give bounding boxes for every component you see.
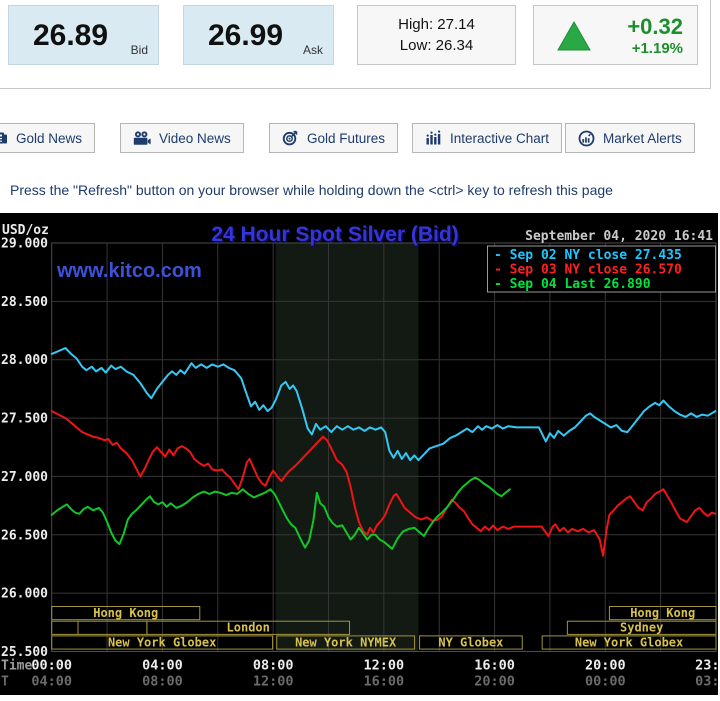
- chart-title-shadow: 24 Hour Spot Silver (Bid): [213, 225, 460, 248]
- x-tick-label-gmt: 16:00: [364, 674, 405, 690]
- session-label: Hong Kong: [630, 606, 695, 620]
- change-percent: +1.19%: [631, 40, 683, 57]
- nav-button-label: Gold Futures: [307, 130, 386, 146]
- session-box: [51, 606, 201, 621]
- x-tick-label: 16:00: [474, 658, 515, 674]
- change-value: +0.32: [627, 14, 683, 39]
- legend-entry: - Sep 04 Last 26.890: [494, 277, 651, 292]
- series-line-sep-04: [50, 476, 511, 550]
- spot-silver-chart: Hong Kong Hong Kong London Sydney New York G…: [0, 213, 718, 695]
- ask-value: 26.99: [207, 19, 284, 52]
- chart-title: 24 Hour Spot Silver (Bid): [211, 223, 458, 246]
- ask-label: Ask: [302, 43, 323, 57]
- plot-border: [51, 242, 717, 652]
- nav-button-market-alerts[interactable]: Market Alerts: [565, 123, 695, 153]
- session-box: [541, 635, 717, 650]
- low-value: Low: 26.34: [399, 37, 474, 54]
- y-tick-label: 28.000: [1, 353, 48, 368]
- nav-button-label: Interactive Chart: [450, 130, 550, 146]
- change-text: +0.32 +1.19%: [627, 15, 683, 58]
- session-box: [566, 620, 717, 635]
- y-tick-label: 26.500: [1, 528, 48, 543]
- chart-timestamp: September 04, 2020 16:41: [525, 229, 713, 244]
- nymex-session-shading: [275, 243, 419, 652]
- x-axis-row2-label: T: [1, 675, 9, 690]
- up-triangle-icon: [557, 20, 591, 51]
- ask-box: 26.99 Ask: [183, 5, 334, 65]
- session-label: New York Globex: [108, 635, 216, 649]
- nav-button-label: Market Alerts: [603, 130, 682, 146]
- x-tick-label: 23:59: [695, 658, 718, 674]
- y-tick-label: 27.000: [1, 470, 48, 485]
- x-tick-label: 00:00: [31, 658, 72, 674]
- nav-button-label: Video News: [159, 130, 231, 146]
- session-box: [608, 606, 717, 621]
- session-label: Hong Kong: [93, 606, 158, 620]
- x-tick-label: 08:00: [253, 658, 294, 674]
- session-box: [276, 635, 416, 650]
- session-label: NY Globex: [438, 635, 503, 649]
- session-box: [77, 620, 148, 635]
- newspaper-icon: [0, 132, 7, 144]
- session-label: London: [227, 621, 270, 635]
- nav-button-gold-futures[interactable]: Gold Futures: [269, 123, 399, 153]
- nav-button-label: Gold News: [16, 130, 83, 146]
- session-label: New York NYMEX: [295, 635, 397, 649]
- x-tick-label: 20:00: [585, 658, 626, 674]
- x-tick-label-gmt: 03:59: [695, 674, 718, 690]
- x-tick-label-gmt: 04:00: [31, 674, 72, 690]
- x-tick-label-gmt: 20:00: [474, 674, 515, 690]
- video-camera-icon: [133, 131, 151, 145]
- high-value: High: 27.14: [398, 16, 475, 33]
- legend-box: [487, 245, 716, 293]
- x-tick-label-gmt: 08:00: [142, 674, 183, 690]
- gridlines: [51, 243, 716, 652]
- x-tick-label: 12:00: [364, 658, 405, 674]
- bid-value: 26.89: [32, 19, 109, 52]
- refresh-notice: Press the "Refresh" button on your brows…: [10, 182, 613, 198]
- x-axis-row1-label: Time: [1, 659, 32, 674]
- quote-panel: 26.89 Bid 26.99 Ask High: 27.14 Low: 26.…: [0, 0, 711, 89]
- session-label: New York Globex: [575, 635, 683, 649]
- session-label: Sydney: [620, 621, 663, 635]
- y-tick-label: 26.000: [1, 587, 48, 602]
- bid-label: Bid: [130, 43, 148, 57]
- series-line-sep-02: [50, 347, 717, 462]
- legend-entry: - Sep 02 NY close 27.435: [494, 248, 682, 263]
- target-icon: [282, 130, 298, 146]
- bar-chart-icon: [426, 130, 441, 145]
- nav-button-gold-news[interactable]: Gold News: [0, 123, 96, 153]
- x-tick-label-gmt: 00:00: [585, 674, 626, 690]
- y-axis-unit-label: USD/oz: [2, 223, 49, 238]
- y-tick-label: 27.500: [1, 412, 48, 427]
- kitco-watermark: www.kitco.com: [56, 260, 202, 282]
- session-box: [51, 635, 274, 650]
- y-tick-label: 25.500: [1, 645, 48, 660]
- nav-button-video-news[interactable]: Video News: [120, 123, 244, 153]
- y-tick-label: 28.500: [1, 295, 48, 310]
- gauge-icon: [578, 130, 595, 146]
- x-tick-label: 04:00: [142, 658, 183, 674]
- session-box: [419, 635, 523, 650]
- bid-box: 26.89 Bid: [8, 5, 159, 65]
- high-low-box: High: 27.14 Low: 26.34: [357, 5, 516, 65]
- session-box: [51, 620, 79, 635]
- nav-button-interactive-chart[interactable]: Interactive Chart: [412, 123, 563, 153]
- legend-entry: - Sep 03 NY close 26.570: [494, 263, 682, 278]
- change-box: +0.32 +1.19%: [533, 5, 698, 65]
- session-box: [146, 620, 351, 635]
- series-line-sep-03: [50, 410, 717, 557]
- x-tick-label-gmt: 12:00: [253, 674, 294, 690]
- y-tick-label: 29.000: [1, 237, 48, 252]
